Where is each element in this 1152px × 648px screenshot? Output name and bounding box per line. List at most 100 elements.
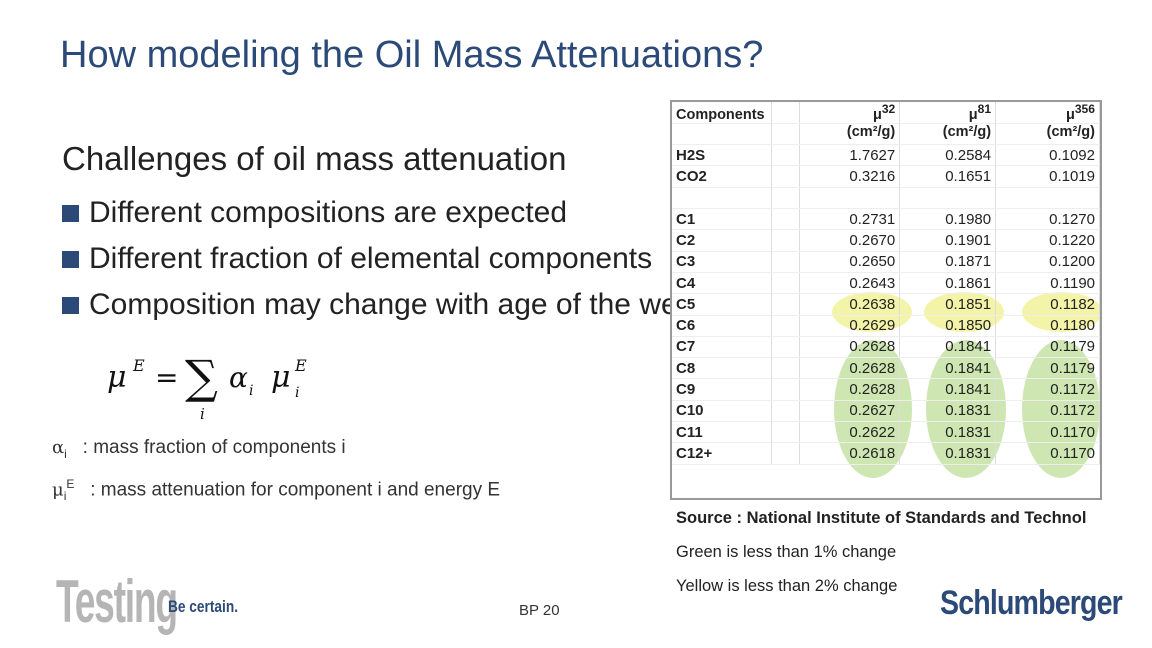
attenuation-value: 0.1179 <box>995 336 1100 359</box>
bullet-list: Different compositions are expected Diff… <box>62 190 691 328</box>
attenuation-value: 0.1172 <box>995 378 1100 401</box>
attenuation-value: 0.1172 <box>995 400 1100 422</box>
header-mu-32: μ32 <box>799 102 901 124</box>
component-name: C11 <box>672 421 773 444</box>
table-row: H2S 1.7627 0.2584 0.1092 <box>672 144 1100 167</box>
table-row: C7 0.2628 0.1841 0.1179 <box>672 336 1100 359</box>
component-name: C7 <box>672 336 773 359</box>
attenuation-value: 0.1170 <box>995 421 1100 444</box>
attenuation-value: 0.2629 <box>799 315 901 337</box>
table-row: C11 0.2622 0.1831 0.1170 <box>672 421 1100 444</box>
attenuation-value: 0.1861 <box>899 272 997 295</box>
attenuation-value: 0.2628 <box>799 378 901 401</box>
attenuation-value: 0.1871 <box>899 251 997 273</box>
attenuation-value: 0.2627 <box>799 400 901 422</box>
attenuation-value: 0.2670 <box>799 229 901 252</box>
data-table: Components μ32 μ81 μ356 (cm²/g) (cm²/g) … <box>672 102 1100 465</box>
svg-text:E: E <box>294 356 307 375</box>
square-bullet-icon <box>62 250 79 268</box>
svg-text:=: = <box>155 361 178 394</box>
svg-text:i: i <box>249 383 253 399</box>
testing-logo: Testing Be certain. <box>56 570 238 635</box>
attenuation-value: 0.1850 <box>899 315 997 337</box>
attenuation-value: 0.3216 <box>799 165 901 188</box>
attenuation-value: 0.1190 <box>995 272 1100 295</box>
table-row: C9 0.2628 0.1841 0.1172 <box>672 378 1100 401</box>
attenuation-value: 0.2628 <box>799 357 901 380</box>
mass-attenuation-formula: μ E = ∑ i α i μ E i <box>107 350 307 423</box>
attenuation-value: 0.1092 <box>995 144 1100 167</box>
bullet-item: Composition may change with age of the w… <box>62 282 691 328</box>
schlumberger-logo: Schlumberger <box>940 584 1123 622</box>
attenuation-value: 0.1270 <box>995 208 1100 231</box>
component-name: C10 <box>672 400 773 422</box>
component-name: CO2 <box>672 165 773 188</box>
component-name: H2S <box>672 144 773 167</box>
attenuation-value: 0.1220 <box>995 229 1100 252</box>
component-name: C5 <box>672 293 773 316</box>
attenuation-value: 0.1841 <box>899 378 997 401</box>
tagline-text: Be certain. <box>168 597 238 616</box>
mu-definition: μiE : mass attenuation for component i a… <box>52 477 501 504</box>
units-label: (cm²/g) <box>899 123 997 146</box>
attenuation-value: 0.2628 <box>799 336 901 359</box>
attenuation-value: 0.1851 <box>899 293 997 316</box>
attenuation-value: 0.1019 <box>995 165 1100 188</box>
attenuation-table: Components μ32 μ81 μ356 (cm²/g) (cm²/g) … <box>670 100 1102 500</box>
attenuation-value: 0.1182 <box>995 293 1100 316</box>
table-row: C6 0.2629 0.1850 0.1180 <box>672 315 1100 337</box>
units-label: (cm²/g) <box>995 123 1100 146</box>
component-name: C12+ <box>672 442 773 465</box>
attenuation-value: 0.1180 <box>995 315 1100 337</box>
header-mu-356: μ356 <box>995 102 1100 124</box>
source-note: Source : National Institute of Standards… <box>676 509 1087 527</box>
component-name: C4 <box>672 272 773 295</box>
testing-logo-text: Testing <box>56 570 177 635</box>
table-row: CO2 0.3216 0.1651 0.1019 <box>672 165 1100 188</box>
attenuation-value: 0.1831 <box>899 421 997 444</box>
svg-text:E: E <box>132 356 145 375</box>
table-row: C1 0.2731 0.1980 0.1270 <box>672 208 1100 231</box>
attenuation-value: 1.7627 <box>799 144 901 167</box>
attenuation-value: 0.1200 <box>995 251 1100 273</box>
svg-text:∑: ∑ <box>185 350 218 404</box>
units-label: (cm²/g) <box>799 123 901 146</box>
attenuation-value: 0.1651 <box>899 165 997 188</box>
table-row: C8 0.2628 0.1841 0.1179 <box>672 357 1100 380</box>
slide-subtitle: Challenges of oil mass attenuation <box>62 140 567 177</box>
attenuation-value: 0.2618 <box>799 442 901 465</box>
attenuation-value: 0.1831 <box>899 442 997 465</box>
attenuation-value: 0.1179 <box>995 357 1100 380</box>
bullet-item: Different fraction of elemental componen… <box>62 236 691 282</box>
component-name: C1 <box>672 208 773 231</box>
svg-text:μ: μ <box>107 360 127 395</box>
attenuation-value: 0.2622 <box>799 421 901 444</box>
attenuation-value: 0.2638 <box>799 293 901 316</box>
attenuation-value: 0.1831 <box>899 400 997 422</box>
square-bullet-icon <box>62 204 79 222</box>
attenuation-value: 0.2731 <box>799 208 901 231</box>
attenuation-value: 0.1901 <box>899 229 997 252</box>
attenuation-value: 0.1980 <box>899 208 997 231</box>
green-legend-note: Green is less than 1% change <box>676 543 897 561</box>
svg-text:i: i <box>200 405 205 423</box>
bullet-item: Different compositions are expected <box>62 190 691 236</box>
table-row: C3 0.2650 0.1871 0.1200 <box>672 251 1100 273</box>
attenuation-value: 0.2584 <box>899 144 997 167</box>
table-row: C5 0.2638 0.1851 0.1182 <box>672 293 1100 316</box>
slide-title: How modeling the Oil Mass Attenuations? <box>60 34 764 76</box>
table-row: C4 0.2643 0.1861 0.1190 <box>672 272 1100 295</box>
page-number: BP 20 <box>519 602 560 619</box>
svg-text:i: i <box>295 385 299 401</box>
header-mu-81: μ81 <box>899 102 997 124</box>
component-name: C6 <box>672 315 773 337</box>
attenuation-value: 0.2643 <box>799 272 901 295</box>
svg-text:μ: μ <box>271 360 291 395</box>
attenuation-value: 0.1841 <box>899 357 997 380</box>
alpha-definition: αi : mass fraction of components i <box>52 437 346 461</box>
attenuation-value: 0.1841 <box>899 336 997 359</box>
svg-text:α: α <box>229 361 248 394</box>
yellow-legend-note: Yellow is less than 2% change <box>676 577 898 595</box>
attenuation-value: 0.2650 <box>799 251 901 273</box>
attenuation-value: 0.1170 <box>995 442 1100 465</box>
